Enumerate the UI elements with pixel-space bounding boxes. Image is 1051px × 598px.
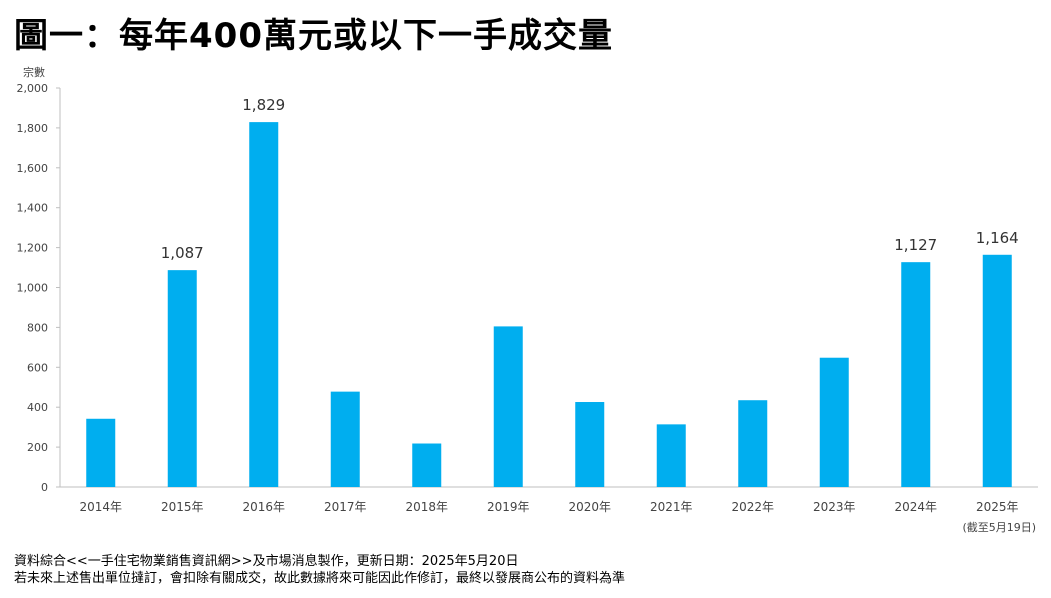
data-label: 1,087	[161, 244, 204, 262]
x-tick-label: 2015年	[161, 500, 204, 514]
bar	[86, 418, 116, 487]
y-tick-label: 400	[27, 401, 48, 414]
y-tick-label: 1,000	[17, 282, 49, 295]
data-label: 1,829	[242, 96, 285, 114]
footer-disclaimer-line: 若未來上述售出單位撻訂，會扣除有關成交，故此數據將來可能因此作修訂，最終以發展商…	[14, 571, 626, 586]
x-tick-label: 2020年	[568, 500, 611, 514]
footer-notes: 資料綜合<<一手住宅物業銷售資訊網>>及市場消息製作，更新日期：2025年5月2…	[14, 553, 625, 587]
bar	[330, 391, 360, 487]
y-tick-label: 200	[27, 441, 48, 454]
bar	[167, 270, 197, 487]
bar	[901, 262, 931, 487]
bar	[412, 443, 442, 487]
chart-title: 圖一：每年400萬元或以下一手成交量	[14, 16, 613, 56]
y-tick-label: 1,600	[17, 162, 49, 175]
bar	[249, 122, 279, 487]
footer-source-line: 資料綜合<<一手住宅物業銷售資訊網>>及市場消息製作，更新日期：2025年5月2…	[14, 554, 519, 569]
x-tick-label: 2014年	[79, 500, 122, 514]
bar	[982, 254, 1012, 487]
x-tick-label: 2017年	[324, 500, 367, 514]
data-label: 1,164	[976, 229, 1019, 247]
bar	[819, 357, 849, 487]
y-tick-label: 1,200	[17, 242, 49, 255]
x-tick-label: 2022年	[731, 500, 774, 514]
x-tick-label: 2021年	[650, 500, 693, 514]
x-tick-label: 2025年	[976, 500, 1019, 514]
x-tick-label: 2019年	[487, 500, 530, 514]
bar	[738, 400, 768, 487]
data-label: 1,127	[894, 236, 937, 254]
x-tick-label: 2024年	[894, 500, 937, 514]
y-axis-label: 宗數	[23, 65, 45, 79]
y-tick-label: 600	[27, 361, 48, 374]
y-tick-label: 1,800	[17, 122, 49, 135]
x-tick-label: 2023年	[813, 500, 856, 514]
y-tick-label: 0	[41, 481, 48, 494]
bar	[656, 424, 686, 487]
x-tick-label: 2016年	[242, 500, 285, 514]
x-tick-label: 2018年	[405, 500, 448, 514]
bar	[493, 326, 523, 487]
bar	[575, 402, 605, 487]
x-tick-note: (截至5月19日)	[962, 520, 1036, 534]
y-tick-label: 2,000	[17, 82, 49, 95]
y-tick-label: 1,400	[17, 202, 49, 215]
y-tick-label: 800	[27, 321, 48, 334]
